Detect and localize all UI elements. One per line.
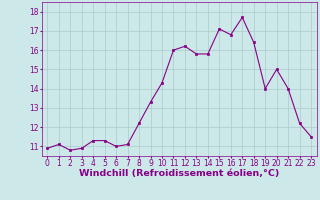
X-axis label: Windchill (Refroidissement éolien,°C): Windchill (Refroidissement éolien,°C) [79, 169, 279, 178]
